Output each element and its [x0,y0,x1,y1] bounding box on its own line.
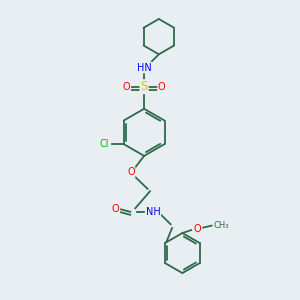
Text: O: O [123,82,130,92]
Text: HN: HN [137,63,152,73]
Text: O: O [112,204,119,214]
Text: CH₃: CH₃ [213,220,229,230]
Text: O: O [127,167,135,177]
Text: O: O [158,82,166,92]
Text: Cl: Cl [100,139,109,149]
Text: S: S [140,80,148,93]
Text: O: O [194,224,202,234]
Text: NH: NH [146,207,160,217]
